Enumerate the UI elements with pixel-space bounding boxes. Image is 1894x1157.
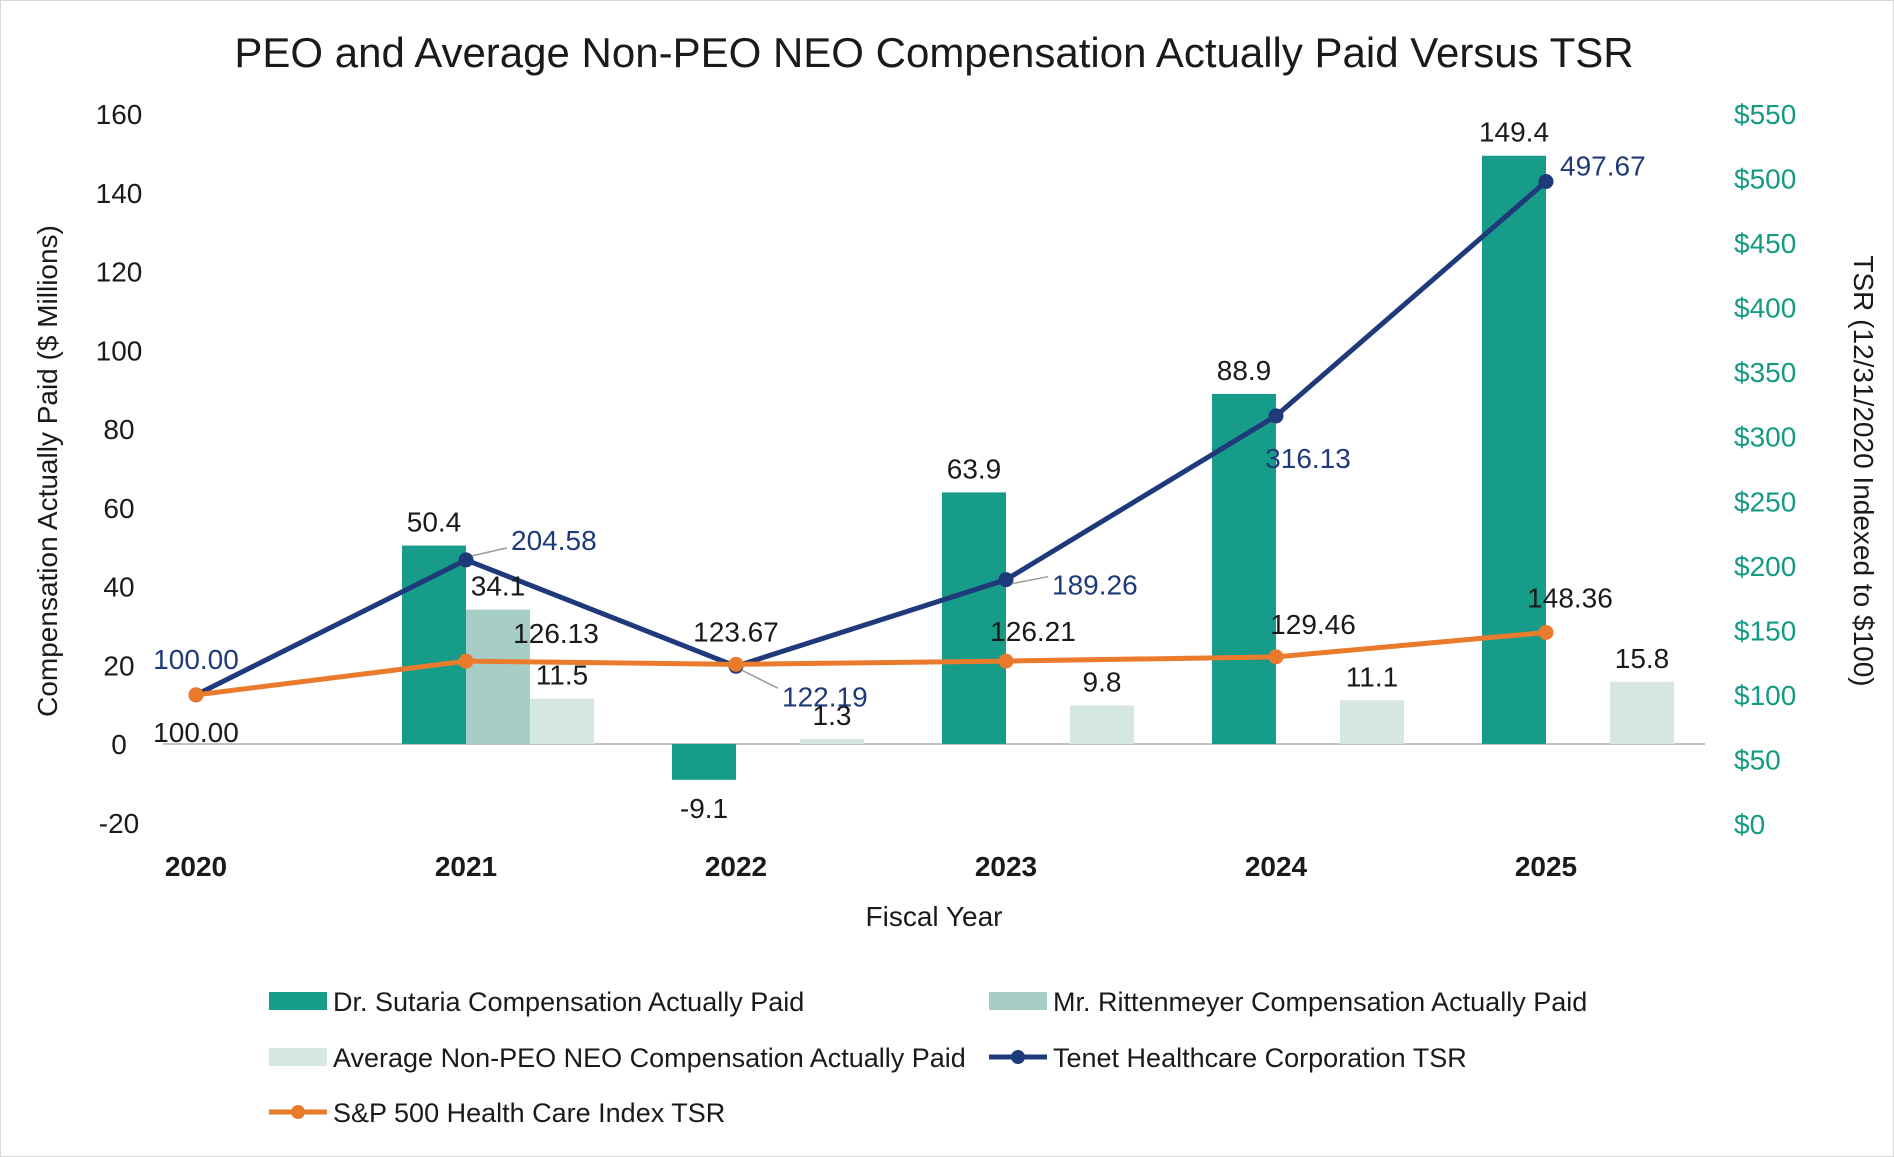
y2-tick-label: $350 (1734, 357, 1796, 388)
legend-swatch (269, 1048, 327, 1066)
chart-title: PEO and Average Non-PEO NEO Compensation… (234, 29, 1633, 76)
sp500-data-label: 126.21 (990, 616, 1076, 647)
x-tick-label: 2021 (435, 851, 497, 882)
point-sp500 (728, 656, 744, 672)
leader-line (741, 669, 779, 689)
legend-marker (291, 1105, 305, 1119)
sp500-data-label: 129.46 (1270, 609, 1356, 640)
leader-line (471, 547, 508, 557)
bar-non_peo (1610, 681, 1674, 744)
y-tick-label: -20 (99, 808, 139, 839)
bar-data-label: 15.8 (1615, 643, 1670, 674)
y2-tick-label: $0 (1734, 809, 1765, 840)
point-sp500 (458, 653, 474, 669)
bar-data-label: 9.8 (1083, 666, 1122, 697)
point-tenet (1268, 408, 1284, 424)
y2-tick-label: $50 (1734, 744, 1781, 775)
y2-tick-label: $550 (1734, 99, 1796, 130)
bar-sutaria (1482, 155, 1546, 745)
sp500-data-label: 148.36 (1527, 582, 1613, 613)
bar-sutaria (942, 492, 1006, 744)
y2-tick-label: $150 (1734, 615, 1796, 646)
legend-label: Dr. Sutaria Compensation Actually Paid (333, 987, 804, 1017)
legend-label: S&P 500 Health Care Index TSR (333, 1098, 725, 1128)
point-sp500 (1538, 624, 1554, 640)
line-marks (188, 174, 1554, 703)
y-tick-label: 160 (96, 99, 143, 130)
bar-rittenmeyer (466, 609, 530, 744)
tenet-data-label: 204.58 (511, 525, 597, 556)
data-labels: 50.4 -9.1 63.9 88.9 149.4 34.1 11.5 1.3 9.8 11.1 1… (153, 117, 1669, 824)
point-sp500 (188, 687, 204, 703)
x-tick-label: 2020 (165, 851, 227, 882)
bar-data-label: 1.3 (813, 700, 852, 731)
x-tick-label: 2023 (975, 851, 1037, 882)
bar-marks (402, 155, 1674, 780)
point-tenet (1538, 174, 1554, 190)
bar-non_peo (530, 698, 594, 744)
bar-data-label: 149.4 (1479, 117, 1549, 148)
y2-tick-label: $250 (1734, 486, 1796, 517)
y2-tick-label: $100 (1734, 680, 1796, 711)
x-axis-title: Fiscal Year (866, 901, 1003, 932)
y2-tick-label: $200 (1734, 551, 1796, 582)
y2-tick-label: $500 (1734, 164, 1796, 195)
legend-marker (1011, 1050, 1025, 1064)
line-tenet (193, 179, 1549, 698)
tenet-data-label: 122.19 (782, 681, 868, 712)
bar-data-label: 11.5 (536, 660, 588, 691)
x-axis-ticks: 2020 2021 2022 2023 2024 2025 (165, 851, 1577, 882)
bar-data-label: 34.1 (471, 571, 526, 602)
bar-non_peo (800, 738, 864, 744)
sp500-data-label: 123.67 (693, 616, 779, 647)
bar-data-label: -9.1 (680, 793, 728, 824)
y-axis-title: Compensation Actually Paid ($ Millions) (32, 225, 63, 717)
y-tick-label: 80 (103, 414, 134, 445)
y2-axis-title: TSR (12/31/2020 Indexed to $100) (1848, 255, 1879, 686)
point-sp500 (1268, 649, 1284, 665)
y-tick-label: 0 (111, 729, 127, 760)
x-tick-label: 2025 (1515, 851, 1577, 882)
legend-label: Tenet Healthcare Corporation TSR (1053, 1043, 1467, 1073)
leader-line (1011, 575, 1049, 585)
point-sp500 (998, 653, 1014, 669)
bar-data-label: 50.4 (407, 507, 462, 538)
y2-tick-label: $300 (1734, 422, 1796, 453)
y-tick-label: 20 (103, 650, 134, 681)
bar-non_peo (1340, 700, 1404, 744)
legend-label: Average Non-PEO NEO Compensation Actuall… (333, 1043, 966, 1073)
legend-label: Mr. Rittenmeyer Compensation Actually Pa… (1053, 987, 1587, 1017)
bar-non_peo (1070, 705, 1134, 744)
point-tenet (998, 572, 1014, 588)
y-tick-label: 60 (103, 493, 134, 524)
bar-data-label: 11.1 (1346, 661, 1398, 692)
bar-sutaria (1212, 393, 1276, 744)
tenet-data-label: 316.13 (1265, 443, 1351, 474)
legend-swatch (269, 992, 327, 1010)
y2-axis-ticks: $0 $50 $100 $150 $200 $250 $300 $350 $400 $450 $50… (1734, 99, 1796, 840)
legend: Dr. Sutaria Compensation Actually Paid Mr… (269, 987, 1587, 1128)
legend-swatch (989, 992, 1047, 1010)
sp500-data-label: 100.00 (153, 717, 239, 748)
x-tick-label: 2022 (705, 851, 767, 882)
bar-data-label: 88.9 (1217, 355, 1272, 386)
y2-tick-label: $400 (1734, 293, 1796, 324)
y-tick-label: 140 (96, 178, 143, 209)
bar-data-label: 63.9 (947, 453, 1002, 484)
y-tick-label: 40 (103, 572, 134, 603)
point-tenet (458, 552, 474, 568)
tenet-data-label: 497.67 (1560, 151, 1646, 182)
y-tick-label: 120 (96, 257, 143, 288)
bar-sutaria (672, 744, 736, 780)
y-axis-ticks: -20 0 20 40 60 80 100 120 140 160 (96, 99, 143, 839)
sp500-data-label: 126.13 (513, 618, 599, 649)
tenet-data-label: 189.26 (1052, 570, 1138, 601)
tenet-data-label: 100.00 (153, 644, 239, 675)
line-sp500 (193, 629, 1549, 698)
y-tick-label: 100 (96, 335, 143, 366)
x-tick-label: 2024 (1245, 851, 1308, 882)
y2-tick-label: $450 (1734, 228, 1796, 259)
